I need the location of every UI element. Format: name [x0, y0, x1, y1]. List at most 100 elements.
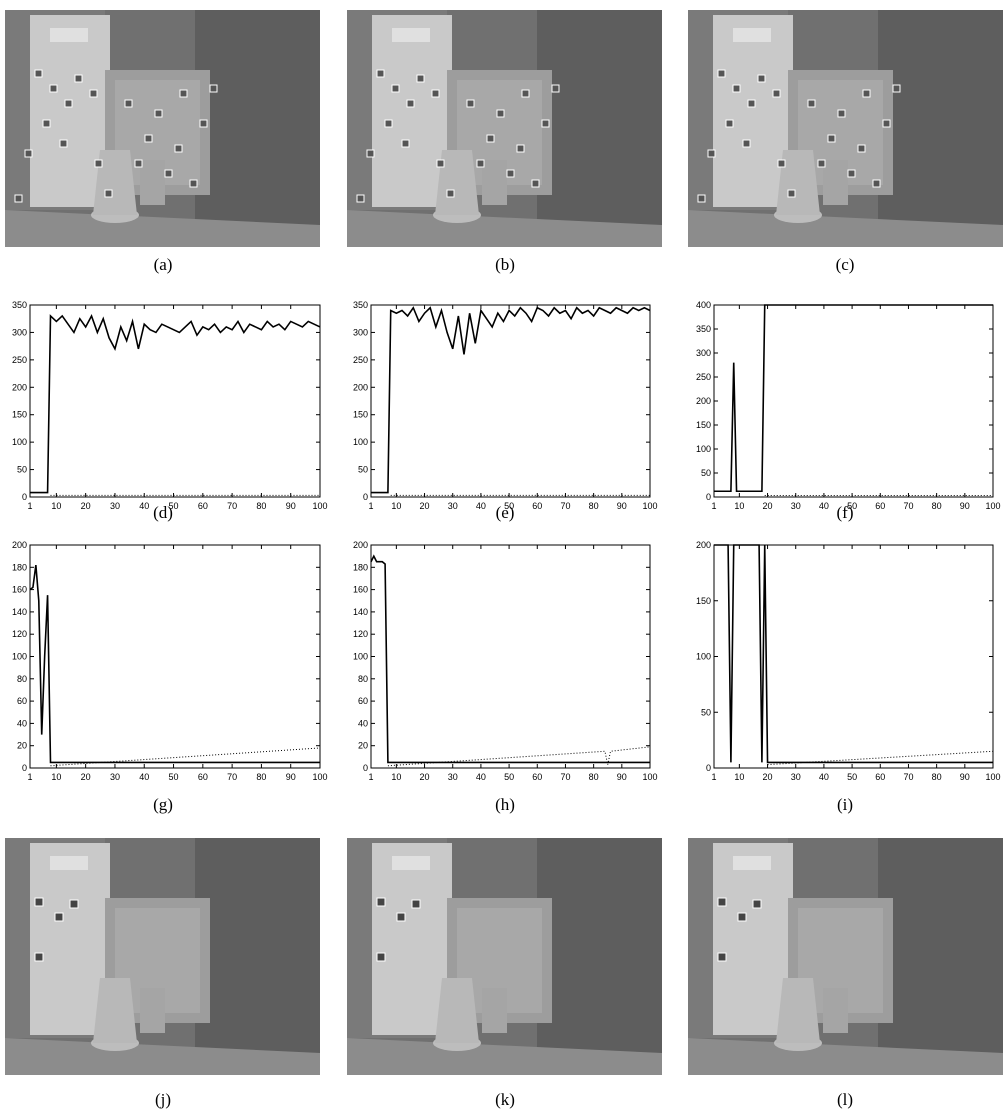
y-tick-label: 200: [353, 382, 368, 392]
y-tick-label: 150: [696, 596, 711, 606]
x-tick-label: 1: [368, 772, 373, 782]
y-tick-label: 200: [696, 396, 711, 406]
x-tick-label: 70: [560, 501, 570, 511]
y-tick-label: 20: [17, 741, 27, 751]
x-tick-label: 10: [51, 501, 61, 511]
x-tick-label: 70: [903, 772, 913, 782]
x-tick-label: 20: [81, 772, 91, 782]
x-tick-label: 70: [227, 772, 237, 782]
x-tick-label: 60: [532, 772, 542, 782]
x-tick-label: 90: [960, 501, 970, 511]
x-tick-label: 30: [110, 772, 120, 782]
x-tick-label: 30: [791, 772, 801, 782]
x-tick-label: 50: [504, 772, 514, 782]
plot-frame: [371, 545, 650, 768]
x-tick-label: 30: [110, 501, 120, 511]
caption: (j): [155, 1090, 171, 1109]
y-tick-label: 200: [12, 540, 27, 550]
x-tick-label: 40: [819, 772, 829, 782]
x-tick-label: 60: [198, 501, 208, 511]
x-tick-label: 100: [312, 772, 327, 782]
x-tick-label: 1: [27, 501, 32, 511]
x-tick-label: 20: [763, 772, 773, 782]
data-line: [371, 556, 650, 762]
y-tick-label: 100: [353, 437, 368, 447]
y-tick-label: 50: [17, 465, 27, 475]
x-tick-label: 50: [847, 501, 857, 511]
data-line: [30, 316, 320, 493]
y-tick-label: 350: [12, 300, 27, 310]
y-tick-label: 300: [696, 348, 711, 358]
data-line: [714, 305, 993, 491]
x-tick-label: 90: [617, 772, 627, 782]
x-tick-label: 10: [51, 772, 61, 782]
x-tick-label: 70: [227, 501, 237, 511]
y-tick-label: 250: [353, 355, 368, 365]
y-tick-label: 80: [17, 674, 27, 684]
x-tick-label: 1: [27, 772, 32, 782]
y-tick-label: 40: [358, 718, 368, 728]
x-tick-label: 100: [312, 501, 327, 511]
y-tick-label: 40: [17, 718, 27, 728]
x-tick-label: 90: [617, 501, 627, 511]
x-tick-label: 100: [642, 772, 657, 782]
x-tick-label: 80: [932, 772, 942, 782]
plot-frame: [371, 305, 650, 497]
y-tick-label: 100: [696, 652, 711, 662]
x-tick-label: 70: [903, 501, 913, 511]
y-tick-label: 0: [706, 492, 711, 502]
x-tick-label: 20: [763, 501, 773, 511]
x-tick-label: 40: [139, 501, 149, 511]
plot-frame: [30, 545, 320, 768]
x-tick-label: 10: [734, 501, 744, 511]
x-tick-label: 10: [391, 501, 401, 511]
y-tick-label: 50: [701, 468, 711, 478]
caption: (l): [837, 1090, 853, 1109]
y-tick-label: 20: [358, 741, 368, 751]
x-tick-label: 10: [734, 772, 744, 782]
x-tick-label: 30: [448, 501, 458, 511]
x-tick-label: 50: [169, 501, 179, 511]
y-tick-label: 300: [353, 327, 368, 337]
x-tick-label: 80: [256, 772, 266, 782]
y-tick-label: 80: [358, 674, 368, 684]
y-tick-label: 120: [12, 629, 27, 639]
y-tick-label: 60: [358, 696, 368, 706]
x-tick-label: 1: [368, 501, 373, 511]
x-tick-label: 60: [875, 772, 885, 782]
caption: (k): [495, 1090, 515, 1109]
y-tick-label: 140: [353, 607, 368, 617]
x-tick-label: 100: [985, 501, 1000, 511]
plot-frame: [30, 305, 320, 497]
x-tick-label: 1: [711, 501, 716, 511]
x-tick-label: 60: [875, 501, 885, 511]
x-tick-label: 40: [819, 501, 829, 511]
caption: (i): [837, 795, 853, 814]
y-tick-label: 0: [22, 492, 27, 502]
x-tick-label: 80: [256, 501, 266, 511]
plot-frame: [714, 305, 993, 497]
y-tick-label: 60: [17, 696, 27, 706]
y-tick-label: 160: [353, 585, 368, 595]
plot-frame: [714, 545, 993, 768]
data-line: [714, 545, 993, 762]
y-tick-label: 150: [353, 410, 368, 420]
y-tick-label: 250: [12, 355, 27, 365]
y-tick-label: 180: [353, 562, 368, 572]
y-tick-label: 0: [363, 763, 368, 773]
y-tick-label: 100: [353, 652, 368, 662]
x-tick-label: 20: [81, 501, 91, 511]
x-tick-label: 40: [476, 772, 486, 782]
photo-row-top: [5, 10, 1003, 247]
x-tick-label: 50: [847, 772, 857, 782]
y-tick-label: 300: [12, 327, 27, 337]
x-tick-label: 20: [420, 501, 430, 511]
y-tick-label: 160: [12, 585, 27, 595]
y-tick-label: 140: [12, 607, 27, 617]
y-tick-label: 250: [696, 372, 711, 382]
y-tick-label: 50: [701, 707, 711, 717]
x-tick-label: 40: [476, 501, 486, 511]
x-tick-label: 50: [169, 772, 179, 782]
x-tick-label: 20: [420, 772, 430, 782]
x-tick-label: 100: [985, 772, 1000, 782]
